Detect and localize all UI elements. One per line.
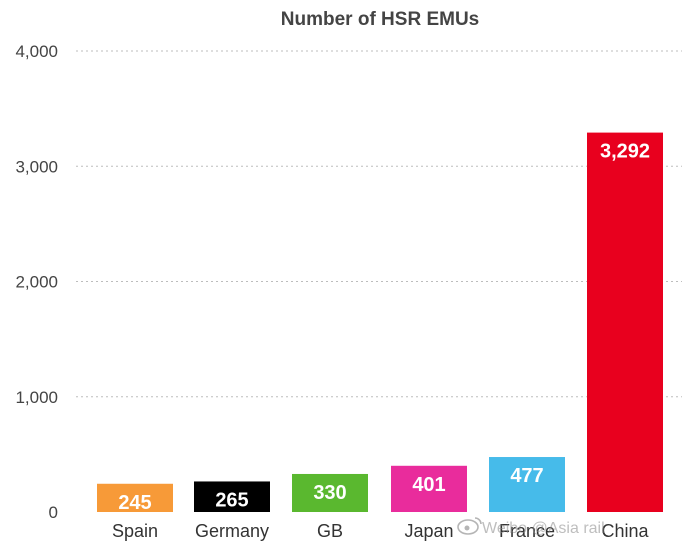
bar-france bbox=[489, 457, 565, 512]
weibo-logo-icon bbox=[457, 517, 482, 535]
bar-china bbox=[587, 132, 663, 513]
bar-japan bbox=[391, 465, 467, 512]
x-tick-label: Japan bbox=[404, 521, 453, 541]
chart-title: Number of HSR EMUs bbox=[281, 9, 479, 30]
bar-germany bbox=[194, 481, 270, 512]
y-tick-label: 4,000 bbox=[15, 42, 58, 61]
x-tick-label: France bbox=[499, 521, 555, 541]
x-tick-label: China bbox=[601, 521, 649, 541]
y-tick-label: 0 bbox=[49, 503, 58, 522]
y-tick-label: 1,000 bbox=[15, 388, 58, 407]
data-label: 477 bbox=[510, 465, 543, 487]
watermark-text: Weibo @Asia rail bbox=[482, 520, 605, 537]
data-label: 245 bbox=[118, 492, 151, 514]
data-label: 265 bbox=[215, 489, 248, 511]
y-axis-ticks: 0 1,000 2,000 3,000 4,000 bbox=[15, 42, 58, 522]
bars: 245 265 330 401 477 3,292 bbox=[97, 132, 663, 514]
x-tick-label: Germany bbox=[195, 521, 269, 541]
bar-gb bbox=[292, 473, 368, 512]
gridlines bbox=[76, 50, 682, 398]
data-label: 3,292 bbox=[600, 141, 650, 163]
x-tick-label: Spain bbox=[112, 521, 158, 541]
x-axis-ticks: Spain Germany GB Japan France China bbox=[112, 521, 650, 541]
y-tick-label: 3,000 bbox=[15, 157, 58, 176]
data-label: 401 bbox=[412, 474, 445, 496]
watermark: Weibo @Asia rail bbox=[457, 517, 605, 537]
x-tick-label: GB bbox=[317, 521, 343, 541]
y-tick-label: 2,000 bbox=[15, 273, 58, 292]
bar-spain bbox=[97, 483, 173, 512]
data-label: 330 bbox=[313, 482, 346, 504]
